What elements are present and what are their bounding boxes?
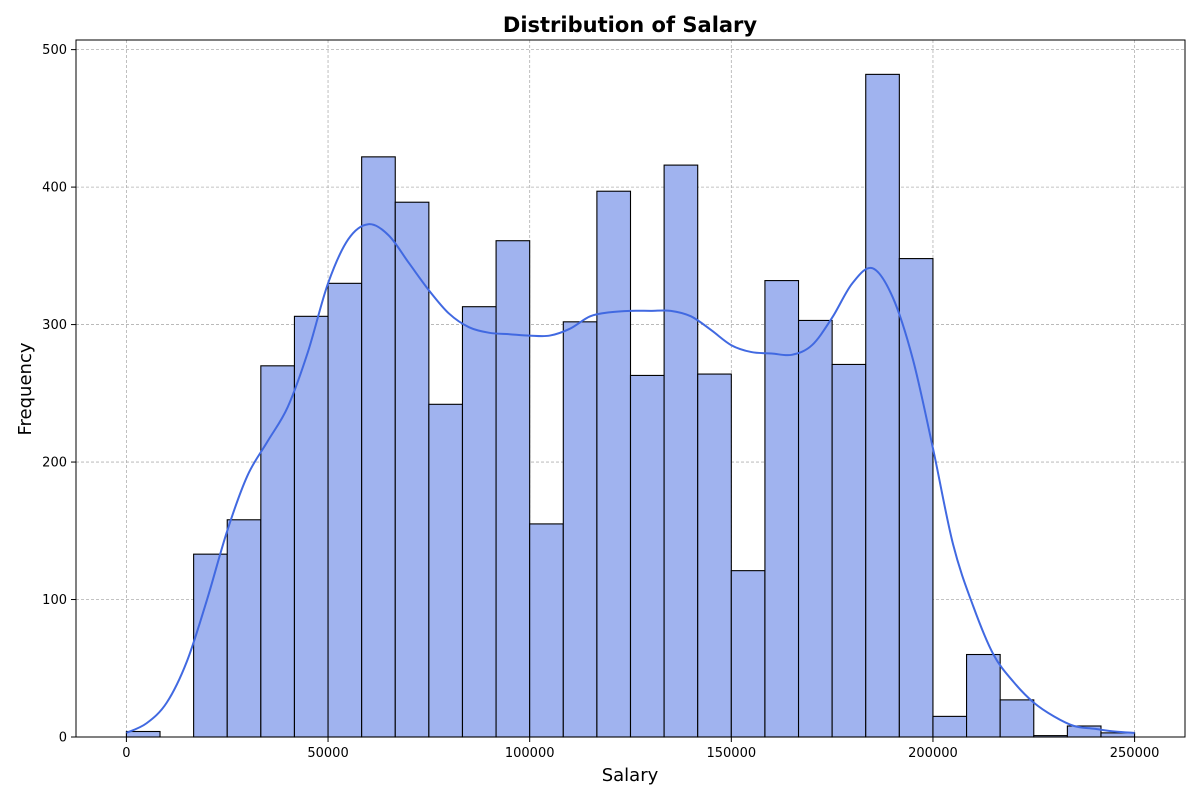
histogram-bar [663, 164, 699, 738]
histogram-bar [361, 156, 396, 738]
histogram-bar [529, 523, 564, 738]
histogram-bar [730, 570, 766, 738]
histogram-bar [428, 403, 464, 738]
histogram-bar [293, 315, 329, 738]
histogram-bar [596, 190, 632, 738]
histogram-bar [125, 730, 161, 738]
kde-curve [125, 223, 1135, 734]
histogram-bar [260, 365, 295, 738]
histogram-bar [327, 282, 363, 738]
ticks-layer: 0 50000 100000 150000 200000 250000 0 100 200 300… [42, 43, 1159, 761]
histogram-bar [697, 373, 732, 738]
bars-layer [125, 73, 1136, 738]
x-tick-label: 150000 [706, 746, 756, 761]
y-tick-label: 0 [59, 731, 67, 746]
chart-title: Distribution of Salary [503, 13, 758, 37]
histogram-bar [797, 319, 833, 738]
y-tick-label: 500 [42, 43, 67, 58]
x-tick-label: 50000 [307, 746, 348, 761]
plot-frame [75, 39, 1186, 738]
x-tick-label: 0 [122, 746, 130, 761]
y-axis-label: Frequency [15, 342, 36, 435]
y-tick-label: 300 [42, 318, 67, 333]
histogram-bar [193, 553, 228, 738]
histogram-bar [999, 699, 1035, 738]
histogram-bar [495, 240, 531, 738]
histogram-bar [461, 306, 497, 738]
histogram-bar [932, 715, 968, 738]
histogram-bar [865, 73, 900, 738]
histogram-bar [226, 519, 262, 738]
x-axis-label: Salary [602, 765, 659, 786]
histogram-bar [966, 653, 1001, 738]
histogram-bar [629, 374, 665, 738]
y-tick-label: 100 [42, 593, 67, 608]
histogram-bar [562, 321, 598, 738]
y-tick-label: 200 [42, 456, 67, 471]
x-tick-label: 250000 [1110, 746, 1160, 761]
histogram-bar [831, 363, 867, 738]
x-tick-label: 200000 [908, 746, 958, 761]
y-tick-label: 400 [42, 181, 67, 196]
x-tick-label: 100000 [505, 746, 555, 761]
histogram-bar [764, 280, 800, 738]
histogram-bar [898, 258, 934, 738]
